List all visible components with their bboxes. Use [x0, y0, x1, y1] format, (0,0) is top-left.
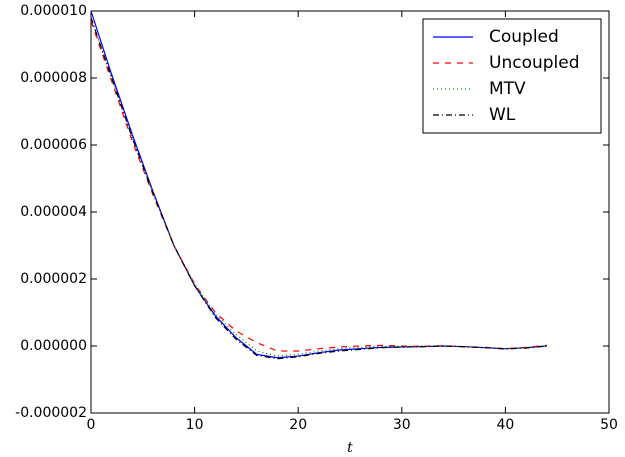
x-tick-label: 10	[186, 417, 204, 433]
x-axis-label: t	[347, 440, 353, 456]
y-tick-label: 0.000006	[20, 137, 87, 153]
x-tick-label: 40	[496, 417, 514, 433]
y-tick-label: 0.000002	[20, 271, 87, 287]
y-tick-label: 0.000000	[20, 338, 87, 354]
y-tick-label: 0.000008	[20, 70, 87, 86]
legend-label: Uncoupled	[489, 53, 580, 73]
legend-box	[422, 18, 602, 134]
y-tick-label: 0.000004	[20, 204, 87, 220]
x-tick-label: 50	[600, 417, 618, 433]
legend-label: WL	[489, 105, 516, 125]
x-tick-label: 20	[289, 417, 307, 433]
legend-label: MTV	[489, 79, 526, 99]
x-tick-label: 30	[393, 417, 411, 433]
x-tick-label: 0	[87, 417, 96, 433]
y-tick-label: 0.000010	[20, 3, 87, 19]
y-tick-label: -0.000002	[15, 405, 87, 421]
legend-label: Coupled	[489, 27, 559, 47]
series-line	[90, 17, 547, 360]
